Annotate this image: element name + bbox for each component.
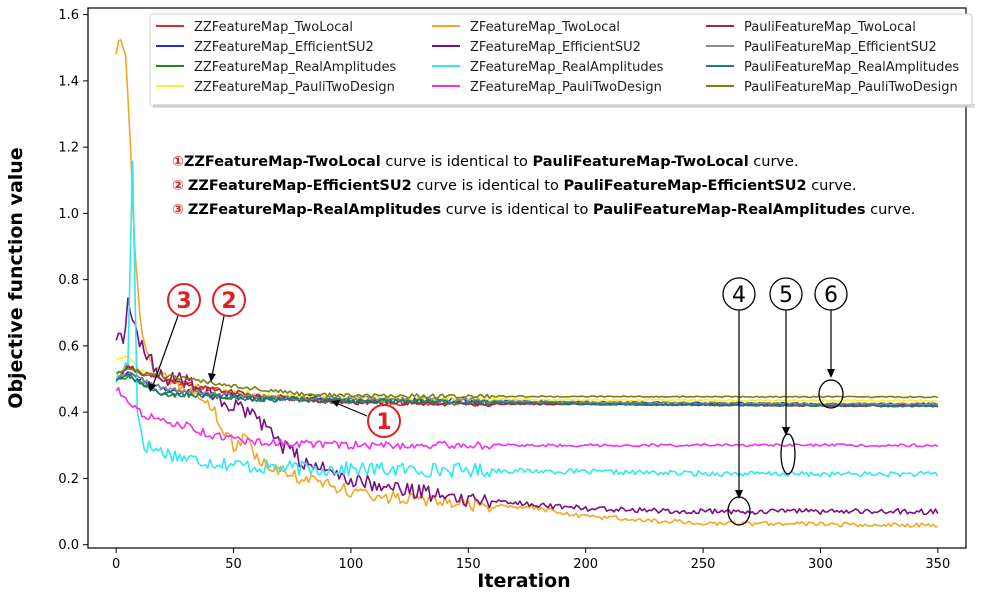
x-axis-title: Iteration: [477, 570, 570, 592]
callout-1: 1: [331, 400, 401, 438]
y-tick-label: 0.8: [58, 273, 79, 288]
axes-ticks: 0 50 100 150 200 250 300 350 0.0 0.2 0.4 0.6 0.8 1.0 1…: [58, 8, 950, 572]
legend-label: ZZFeatureMap_PauliTwoDesign: [194, 80, 395, 95]
svg-text:4: 4: [732, 283, 746, 308]
legend-label: ZFeatureMap_EfficientSU2: [470, 40, 641, 55]
legend-label: PauliFeatureMap_EfficientSU2: [744, 40, 937, 55]
series-line-12: [115, 368, 939, 399]
note-1: ①ZZFeatureMap-TwoLocal curve is identica…: [172, 154, 799, 170]
y-tick-label: 0.4: [58, 406, 79, 421]
x-tick-label: 250: [691, 557, 716, 572]
x-tick-label: 300: [808, 557, 833, 572]
annotation-notes: ①ZZFeatureMap-TwoLocal curve is identica…: [172, 154, 915, 218]
series-line-5: [115, 39, 938, 528]
callout-5: 5: [769, 277, 803, 475]
note-2: ② ZZFeatureMap-EfficientSU2 curve is iden…: [172, 178, 856, 194]
series-layer: [115, 39, 939, 528]
svg-text:1: 1: [376, 410, 391, 435]
legend-label: ZFeatureMap_RealAmplitudes: [470, 60, 664, 75]
callout-2: 2: [208, 283, 246, 382]
y-tick-label: 0.2: [58, 472, 79, 487]
y-tick-label: 1.0: [58, 207, 79, 222]
x-tick-label: 50: [225, 557, 242, 572]
legend-label: ZFeatureMap_TwoLocal: [470, 20, 620, 35]
series-line-11: [115, 373, 939, 408]
y-tick-label: 1.4: [58, 74, 79, 89]
legend-label: PauliFeatureMap_PauliTwoDesign: [744, 80, 958, 95]
series-line-7: [115, 160, 939, 478]
legend-label: ZZFeatureMap_TwoLocal: [194, 20, 353, 35]
legend-label: ZFeatureMap_PauliTwoDesign: [470, 80, 662, 95]
legend: ZZFeatureMap_TwoLocal ZZFeatureMap_Effici…: [149, 13, 975, 108]
y-tick-label: 0.0: [58, 538, 79, 553]
svg-text:2: 2: [221, 289, 236, 314]
y-tick-label: 0.6: [58, 339, 79, 354]
x-tick-label: 200: [573, 557, 598, 572]
series-line-6: [115, 297, 939, 516]
svg-text:3: 3: [176, 289, 191, 314]
callout-4: 4: [722, 277, 756, 526]
legend-label: ZZFeatureMap_RealAmplitudes: [194, 60, 397, 75]
x-tick-label: 100: [339, 557, 364, 572]
x-tick-label: 150: [456, 557, 481, 572]
plot-frame: [87, 7, 967, 549]
legend-label: PauliFeatureMap_TwoLocal: [744, 20, 916, 35]
x-tick-label: 350: [925, 557, 950, 572]
series-line-8: [115, 386, 939, 450]
series-line-4: [115, 354, 938, 403]
legend-label: ZZFeatureMap_EfficientSU2: [194, 40, 374, 55]
svg-text:5: 5: [779, 283, 793, 308]
x-tick-label: 0: [112, 557, 120, 572]
y-axis-title: Objective function value: [5, 147, 27, 408]
note-3: ③ ZZFeatureMap-RealAmplitudes curve is id…: [172, 202, 915, 218]
callout-3: 3: [148, 283, 201, 392]
y-tick-label: 1.2: [58, 141, 79, 156]
callout-6: 6: [814, 277, 848, 409]
legend-label: PauliFeatureMap_RealAmplitudes: [744, 60, 959, 75]
y-tick-label: 1.6: [58, 8, 79, 23]
svg-text:6: 6: [824, 283, 838, 308]
series-line-10: [115, 371, 938, 406]
